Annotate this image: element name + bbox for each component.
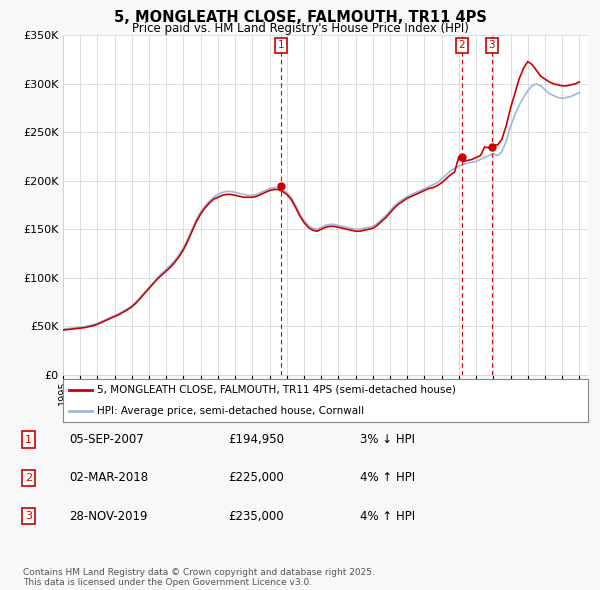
Text: 4% ↑ HPI: 4% ↑ HPI [360, 471, 415, 484]
Text: 2: 2 [25, 473, 32, 483]
Text: 02-MAR-2018: 02-MAR-2018 [69, 471, 148, 484]
Text: 3: 3 [25, 512, 32, 521]
Text: 5, MONGLEATH CLOSE, FALMOUTH, TR11 4PS (semi-detached house): 5, MONGLEATH CLOSE, FALMOUTH, TR11 4PS (… [97, 385, 456, 395]
Text: 5, MONGLEATH CLOSE, FALMOUTH, TR11 4PS: 5, MONGLEATH CLOSE, FALMOUTH, TR11 4PS [113, 10, 487, 25]
Text: HPI: Average price, semi-detached house, Cornwall: HPI: Average price, semi-detached house,… [97, 407, 364, 416]
Text: 3: 3 [488, 41, 495, 51]
Text: 05-SEP-2007: 05-SEP-2007 [69, 433, 144, 446]
Text: 4% ↑ HPI: 4% ↑ HPI [360, 510, 415, 523]
Text: £194,950: £194,950 [228, 433, 284, 446]
Text: Price paid vs. HM Land Registry's House Price Index (HPI): Price paid vs. HM Land Registry's House … [131, 22, 469, 35]
Text: £225,000: £225,000 [228, 471, 284, 484]
Text: Contains HM Land Registry data © Crown copyright and database right 2025.
This d: Contains HM Land Registry data © Crown c… [23, 568, 374, 587]
Text: £235,000: £235,000 [228, 510, 284, 523]
Text: 28-NOV-2019: 28-NOV-2019 [69, 510, 148, 523]
Text: 2: 2 [458, 41, 465, 51]
Text: 1: 1 [278, 41, 284, 51]
Text: 1: 1 [25, 435, 32, 444]
Text: 3% ↓ HPI: 3% ↓ HPI [360, 433, 415, 446]
